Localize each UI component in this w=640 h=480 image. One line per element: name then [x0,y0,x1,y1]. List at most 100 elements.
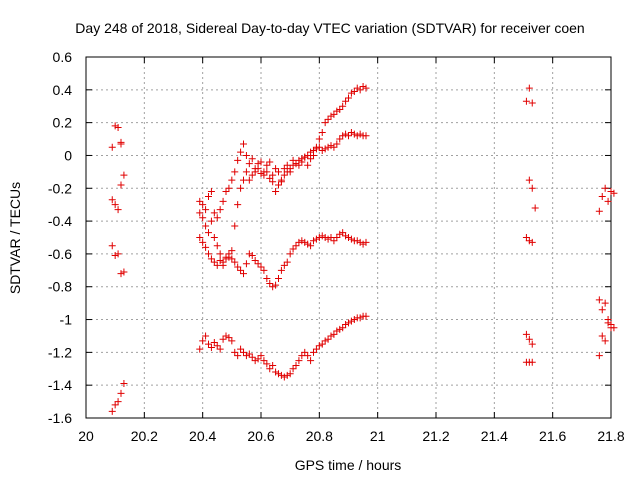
data-point [353,237,361,245]
data-point [120,171,128,179]
data-point [117,140,125,148]
data-point [219,335,227,343]
data-point [286,165,294,173]
data-point [257,158,265,166]
data-point [356,130,364,138]
data-point [333,140,341,148]
data-point [310,147,317,155]
data-point [528,358,536,366]
data-point [111,252,119,260]
y-tick-label: -1.2 [48,344,72,360]
data-point [202,243,210,251]
data-point [286,370,294,378]
data-point [120,380,128,388]
data-point [231,348,239,356]
data-point [342,130,350,138]
data-point [333,327,341,335]
data-point [245,160,253,168]
data-point [266,158,274,166]
data-point [604,316,612,324]
data-point [310,237,317,245]
data-point [312,345,320,353]
data-point [257,352,265,360]
data-point [324,335,332,343]
data-point [283,258,291,266]
data-point [528,99,536,107]
data-point [269,361,277,369]
data-point [202,332,210,340]
data-point [263,360,271,368]
data-point [304,151,312,159]
data-point [114,250,122,258]
y-tick-label: -0.2 [48,180,72,196]
data-point [234,263,242,271]
data-point [210,209,218,217]
data-point [207,343,215,351]
data-point [114,398,122,406]
data-point [362,238,370,246]
data-point [245,176,253,184]
data-point [272,281,280,289]
data-point [307,242,315,250]
data-point [301,238,309,246]
data-point [315,143,323,151]
data-point [286,250,294,258]
data-point [275,275,282,283]
data-point [216,256,224,264]
data-point [242,260,250,268]
y-tick-label: 0.2 [53,115,73,131]
data-point [257,263,265,271]
data-point [272,165,280,173]
data-point [196,197,204,205]
data-point [283,371,291,379]
data-point [260,357,268,365]
data-point [280,171,288,179]
data-point [289,365,297,373]
data-point [240,348,247,356]
data-point [196,209,204,217]
data-point [318,128,326,136]
x-tick-label: 20.8 [306,428,333,444]
data-point [108,242,116,250]
data-point [228,247,236,255]
data-point [283,168,291,176]
y-axis-label: SDTVAR / TECUs [7,182,23,294]
data-point [111,201,119,209]
data-point [269,178,277,186]
data-point [318,147,326,155]
data-point [196,234,204,241]
data-point [315,342,323,350]
data-point [248,353,256,361]
data-point [345,319,352,327]
data-point [269,283,277,291]
data-point [321,119,329,127]
data-point [336,325,344,333]
data-points [108,83,618,415]
data-point [339,229,347,237]
data-point [216,250,224,258]
data-point [610,189,618,197]
data-point [280,261,288,269]
data-point [228,255,236,263]
data-point [275,181,282,189]
data-point [207,188,215,196]
data-point [289,161,297,169]
data-point [216,206,224,214]
data-point [525,84,533,92]
data-point [342,97,350,105]
data-point [318,340,326,348]
data-point [225,253,233,261]
data-point [196,345,204,353]
x-tick-label: 20.2 [131,428,158,444]
data-point [321,145,329,153]
data-point [260,171,268,179]
data-point [114,124,122,132]
y-tick-label: 0 [64,147,72,163]
data-point [342,320,350,328]
data-point [242,352,250,360]
data-point [205,229,212,237]
data-point [324,143,332,151]
data-point [275,370,282,378]
data-point [607,188,615,196]
